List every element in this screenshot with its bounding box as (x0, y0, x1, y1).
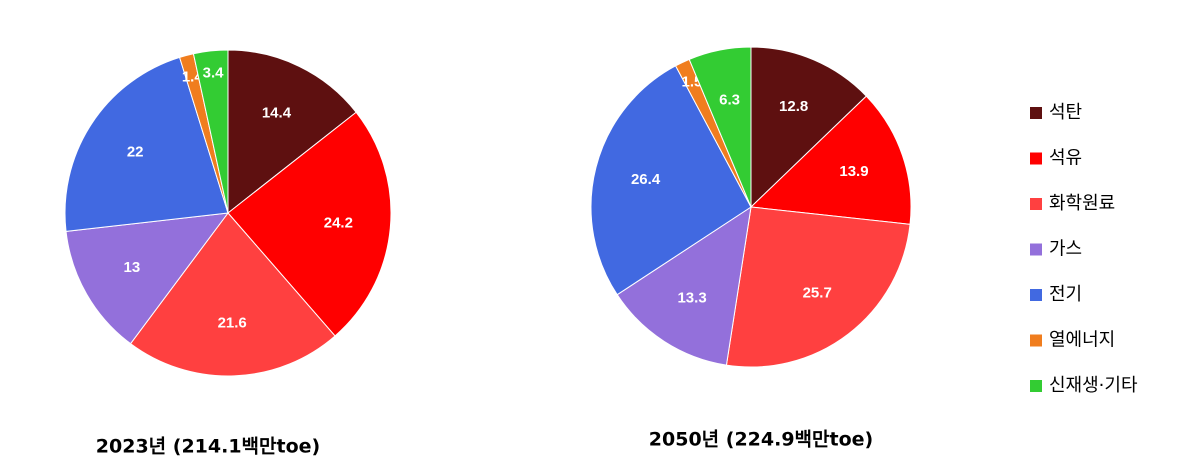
data-label: 24.2 (324, 214, 353, 231)
pie-slice (590, 65, 752, 296)
legend-swatch (1030, 289, 1042, 301)
pie-slice (749, 95, 912, 225)
data-label: 12.8 (779, 98, 808, 115)
pie-slice (227, 111, 392, 337)
pie-slice (688, 46, 752, 208)
data-label: 26.4 (631, 171, 661, 188)
legend-label: 열에너지 (1049, 330, 1115, 351)
data-label: 3.4 (203, 65, 225, 82)
legend-label: 석유 (1049, 148, 1082, 169)
data-label: 13.9 (839, 163, 868, 180)
data-label: 13.3 (677, 289, 706, 306)
data-label: 22 (127, 143, 144, 160)
data-label: 13 (124, 259, 141, 276)
pie-slice (616, 205, 752, 366)
pie-slice (227, 49, 357, 215)
pie-slice (750, 46, 868, 209)
legend-label: 가스 (1049, 239, 1082, 260)
data-label: 25.7 (803, 284, 832, 301)
legend-label: 전기 (1049, 284, 1082, 305)
pie-slice (65, 212, 230, 345)
pie-slice (192, 49, 229, 214)
chart-title: 2050년 (224.9백만toe) (649, 429, 873, 451)
data-label: 6.3 (719, 91, 740, 108)
legend-label: 석탄 (1049, 102, 1082, 123)
data-label: 14.4 (262, 104, 292, 121)
legend-label: 화학원료 (1049, 193, 1115, 214)
chart-title: 2023년 (214.1백만toe) (96, 436, 320, 458)
legend-swatch (1030, 334, 1042, 347)
pie-slice (64, 56, 229, 232)
legend-swatch (1030, 198, 1042, 210)
legend-swatch (1030, 380, 1042, 392)
data-label: 21.6 (218, 315, 247, 332)
legend-swatch (1030, 107, 1042, 119)
legend-swatch (1030, 152, 1042, 165)
legend-label: 신재생·기타 (1049, 375, 1138, 396)
legend-swatch (1030, 243, 1042, 256)
pie-slice (725, 206, 911, 368)
pie-slice (129, 212, 336, 377)
